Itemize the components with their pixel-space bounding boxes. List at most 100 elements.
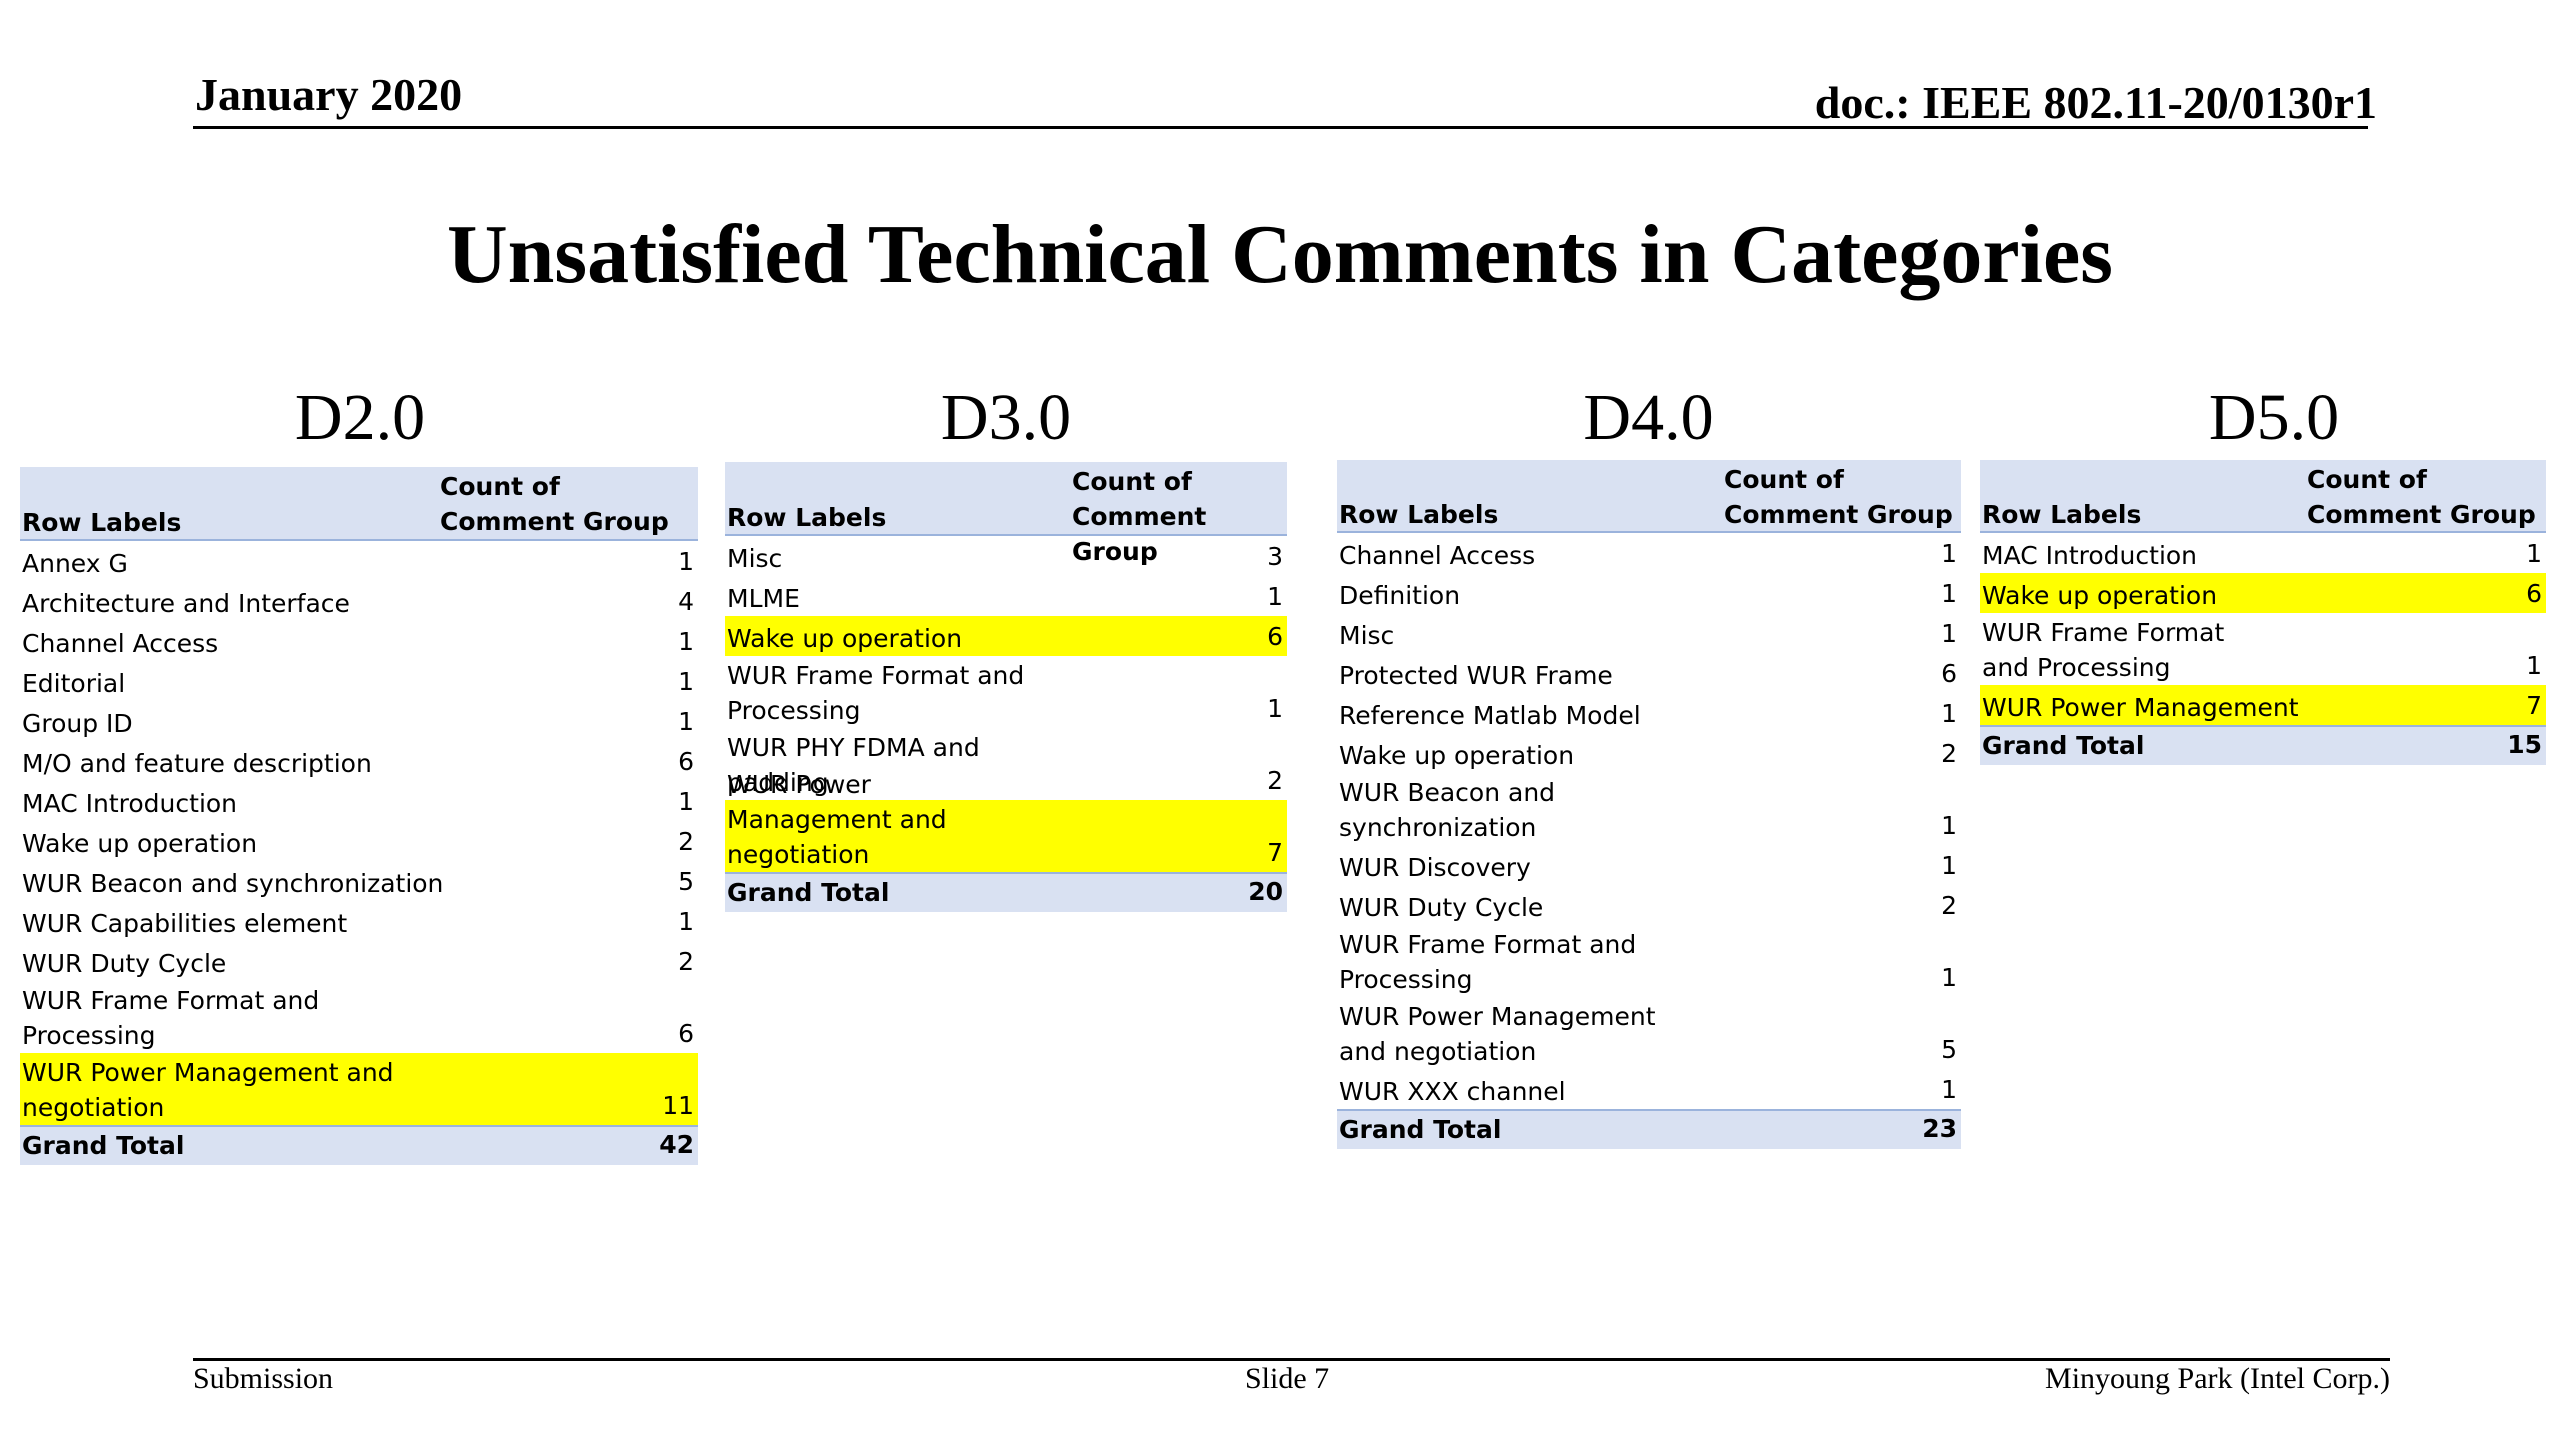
table-row: Definition 1 (1337, 573, 1961, 613)
row-label: WUR Power Management and negotiation (22, 1058, 394, 1122)
row-count: 7 (1267, 838, 1283, 867)
grand-total-row: Grand Total 23 (1337, 1109, 1961, 1149)
row-label: Channel Access (1339, 541, 1536, 570)
grand-total-label: Grand Total (22, 1131, 185, 1160)
table-row: Group ID 1 (20, 701, 698, 741)
table-row: WUR Power Management and negotiation 7 (725, 770, 1287, 872)
row-count: 1 (1941, 963, 1957, 992)
row-label: Wake up operation (727, 624, 963, 653)
version-heading-d3: D3.0 (940, 381, 1072, 454)
row-label: Channel Access (22, 629, 219, 658)
table-row: WUR Discovery 1 (1337, 845, 1961, 885)
table-row: Misc 3 (725, 536, 1287, 576)
count-header: Count of Comment Group (1724, 465, 1953, 529)
row-labels-header: Row Labels (1982, 500, 2142, 529)
header-rule (193, 126, 2368, 129)
grand-total-label: Grand Total (1982, 731, 2145, 760)
version-heading-d2: D2.0 (294, 381, 426, 454)
table-row: WUR Beacon and synchronization 1 (1337, 773, 1961, 845)
table-row: Wake up operation 2 (20, 821, 698, 861)
table-header: Row Labels Count of Comment Group (1337, 460, 1961, 533)
row-label: Wake up operation (1339, 741, 1575, 770)
row-label: Misc (727, 544, 783, 573)
table-row: WUR Capabilities element 1 (20, 901, 698, 941)
slide-title: Unsatisfied Technical Comments in Catego… (447, 208, 2113, 301)
row-count: 2 (678, 947, 694, 976)
table-row: Channel Access 1 (1337, 533, 1961, 573)
grand-total-row: Grand Total 42 (20, 1125, 698, 1165)
version-heading-d5: D5.0 (2208, 381, 2340, 454)
row-labels-header: Row Labels (727, 503, 887, 532)
pivot-table-d4: Row Labels Count of Comment Group Channel … (1337, 460, 1961, 1149)
table-row: WUR Power Management and negotiation 5 (1337, 997, 1961, 1069)
row-count: 6 (2526, 579, 2542, 608)
row-count: 1 (1267, 582, 1283, 611)
row-count: 1 (1267, 694, 1283, 723)
table-row: WUR Duty Cycle 2 (20, 941, 698, 981)
row-label: WUR Power Management and negotiation (1339, 1002, 1656, 1066)
row-label: Editorial (22, 669, 126, 698)
table-row: WUR Duty Cycle 2 (1337, 885, 1961, 925)
grand-total-row: Grand Total 15 (1980, 725, 2546, 765)
table-row: WUR Frame Format and Processing 6 (20, 981, 698, 1053)
row-count: 1 (1941, 811, 1957, 840)
row-label: WUR Beacon and synchronization (1339, 778, 1556, 842)
table-row: Misc 1 (1337, 613, 1961, 653)
grand-total-row: Grand Total 20 (725, 872, 1287, 912)
row-label: Group ID (22, 709, 133, 738)
row-label: MLME (727, 584, 800, 613)
row-count: 1 (678, 707, 694, 736)
table-row: Annex G 1 (20, 541, 698, 581)
row-count: 1 (678, 787, 694, 816)
row-count: 2 (1941, 891, 1957, 920)
row-count: 1 (678, 667, 694, 696)
row-count: 4 (678, 587, 694, 616)
row-labels-header: Row Labels (22, 508, 182, 537)
pivot-table-d5: Row Labels Count of Comment Group MAC Intr… (1980, 460, 2546, 765)
footer-submission: Submission (193, 1362, 334, 1395)
table-header: Row Labels Count of Comment Group (725, 462, 1287, 566)
row-label: WUR Frame Format and Processing (727, 661, 1025, 725)
row-label: Protected WUR Frame (1339, 661, 1613, 690)
row-label: WUR Duty Cycle (22, 949, 227, 978)
table-row: WUR Frame Format and Processing 1 (1337, 925, 1961, 997)
row-label: Wake up operation (1982, 581, 2218, 610)
grand-total-value: 20 (1248, 877, 1283, 906)
row-label: WUR PHY FDMA and padding (727, 733, 980, 797)
row-count: 1 (2526, 539, 2542, 568)
row-label: Definition (1339, 581, 1461, 610)
row-count: 1 (2526, 651, 2542, 680)
table-row: WUR Beacon and synchronization 5 (20, 861, 698, 901)
count-header: Count of Comment Group (2307, 465, 2536, 529)
row-count: 6 (678, 1019, 694, 1048)
table-row: Protected WUR Frame 6 (1337, 653, 1961, 693)
row-label: WUR Frame Format and Processing (1982, 618, 2225, 682)
table-row: Editorial 1 (20, 661, 698, 701)
grand-total-value: 23 (1922, 1114, 1957, 1143)
row-count: 6 (678, 747, 694, 776)
grand-total-label: Grand Total (727, 878, 890, 907)
row-label: WUR Beacon and synchronization (22, 869, 444, 898)
row-count: 1 (678, 547, 694, 576)
count-header: Count of Comment Group (1072, 467, 1207, 566)
row-label: MAC Introduction (22, 789, 238, 818)
row-count: 1 (1941, 1075, 1957, 1104)
table-row: WUR XXX channel 1 (1337, 1069, 1961, 1109)
pivot-table-d3: Row Labels Count of Comment Group Misc 3 MLM… (725, 462, 1287, 912)
table-row: MLME 1 (725, 576, 1287, 616)
row-count: 1 (1941, 619, 1957, 648)
table-row: WUR Power Management 7 (1980, 685, 2546, 725)
row-label: WUR Frame Format and Processing (1339, 930, 1637, 994)
table-header: Row Labels Count of Comment Group (20, 467, 698, 541)
grand-total-value: 15 (2507, 730, 2542, 759)
row-label: WUR Capabilities element (22, 909, 348, 938)
row-count: 1 (1941, 539, 1957, 568)
row-label: WUR Power Management (1982, 693, 2299, 722)
row-label: Misc (1339, 621, 1395, 650)
row-count: 2 (678, 827, 694, 856)
table-row: Channel Access 1 (20, 621, 698, 661)
row-label: MAC Introduction (1982, 541, 2198, 570)
count-header: Count of Comment Group (440, 472, 669, 536)
table-header: Row Labels Count of Comment Group (1980, 460, 2546, 533)
table-row: MAC Introduction 1 (1980, 533, 2546, 573)
